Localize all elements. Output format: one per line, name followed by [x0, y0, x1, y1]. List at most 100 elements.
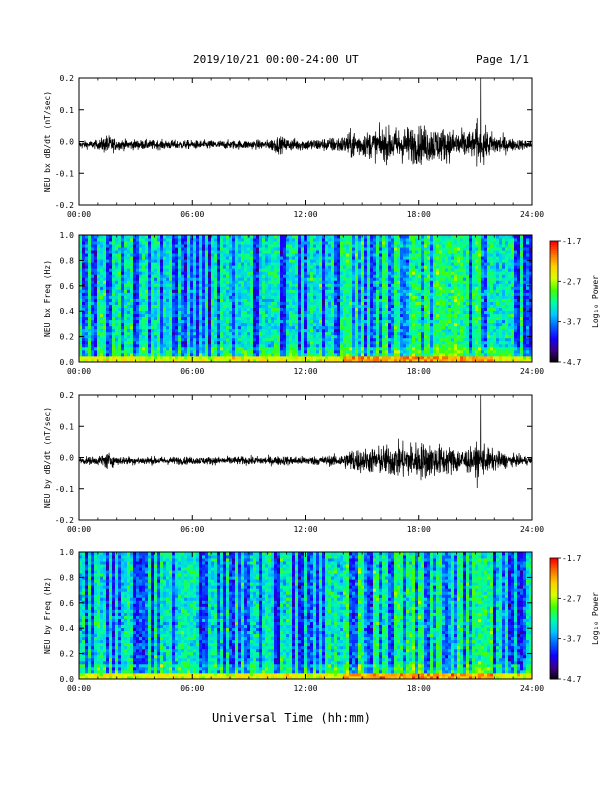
- heatmap-cell: [112, 283, 116, 287]
- heatmap-cell: [139, 301, 143, 305]
- heatmap-cell: [100, 286, 104, 290]
- heatmap-cell: [100, 274, 104, 278]
- heatmap-cell: [244, 325, 248, 330]
- heatmap-cell: [298, 352, 302, 357]
- heatmap-cell: [349, 325, 353, 330]
- heatmap-cell: [388, 274, 392, 278]
- heatmap-cell: [349, 310, 353, 315]
- heatmap-cell: [328, 247, 332, 251]
- heatmap-cell: [421, 316, 425, 321]
- heatmap-cell: [412, 265, 416, 269]
- heatmap-cell: [106, 340, 110, 345]
- heatmap-cell: [370, 259, 374, 263]
- heatmap-cell: [196, 301, 200, 305]
- heatmap-cell: [148, 283, 152, 287]
- heatmap-cell: [403, 340, 407, 345]
- heatmap-cell: [301, 235, 305, 239]
- heatmap-cell: [280, 334, 284, 339]
- heatmap-cell: [139, 265, 143, 269]
- heatmap-cell: [406, 256, 410, 260]
- heatmap-cell: [418, 271, 422, 275]
- heatmap-cell: [343, 358, 347, 363]
- heatmap-cell: [220, 355, 224, 360]
- heatmap-cell: [187, 328, 191, 333]
- heatmap-cell: [148, 280, 152, 284]
- heatmap-cell: [376, 301, 380, 305]
- heatmap-cell: [331, 337, 335, 342]
- heatmap-cell: [121, 250, 125, 254]
- heatmap-cell: [85, 277, 89, 281]
- heatmap-cell: [301, 304, 305, 308]
- heatmap-cell: [298, 271, 302, 275]
- heatmap-cell: [349, 319, 353, 324]
- heatmap-cell: [280, 289, 284, 293]
- heatmap-cell: [235, 271, 239, 275]
- y-tick-label: 0.2: [60, 74, 75, 83]
- heatmap-cell: [421, 343, 425, 348]
- heatmap-cell: [322, 337, 326, 342]
- heatmap-cell: [322, 301, 326, 305]
- heatmap-cell: [319, 352, 323, 357]
- heatmap-cell: [145, 352, 149, 357]
- heatmap-cell: [148, 337, 152, 342]
- heatmap-cell: [358, 355, 362, 360]
- heatmap-cell: [352, 346, 356, 351]
- heatmap-cell: [169, 292, 173, 296]
- heatmap-cell: [142, 295, 146, 299]
- heatmap-cell: [136, 331, 140, 336]
- heatmap-cell: [262, 238, 266, 242]
- heatmap-cell: [148, 241, 152, 245]
- heatmap-cell: [364, 241, 368, 245]
- heatmap-cell: [310, 256, 314, 260]
- heatmap-cell: [163, 337, 167, 342]
- heatmap-cell: [142, 343, 146, 348]
- heatmap-cell: [211, 274, 215, 278]
- heatmap-cell: [250, 319, 254, 324]
- heatmap-cell: [424, 292, 428, 296]
- heatmap-cell: [385, 238, 389, 242]
- heatmap-cell: [409, 262, 413, 266]
- heatmap-cell: [319, 271, 323, 275]
- heatmap-cell: [256, 283, 260, 287]
- heatmap-cell: [406, 307, 410, 311]
- heatmap-cell: [397, 304, 401, 308]
- heatmap-cell: [316, 346, 320, 351]
- heatmap-cell: [391, 349, 395, 354]
- heatmap-cell: [286, 256, 290, 260]
- heatmap-cell: [178, 358, 182, 363]
- heatmap-cell: [364, 319, 368, 324]
- heatmap-cell: [85, 331, 89, 336]
- heatmap-cell: [166, 292, 170, 296]
- heatmap-cell: [385, 319, 389, 324]
- heatmap-cell: [286, 286, 290, 290]
- heatmap-cell: [187, 295, 191, 299]
- heatmap-cell: [388, 295, 392, 299]
- heatmap-cell: [397, 295, 401, 299]
- heatmap-cell: [310, 274, 314, 278]
- heatmap-cell: [157, 259, 161, 263]
- heatmap-cell: [283, 256, 287, 260]
- heatmap-cell: [217, 280, 221, 284]
- heatmap-cell: [109, 358, 113, 363]
- heatmap-cell: [229, 340, 233, 345]
- heatmap-cell: [367, 313, 371, 318]
- heatmap-cell: [124, 298, 128, 302]
- heatmap-cell: [406, 313, 410, 318]
- heatmap-cell: [340, 289, 344, 293]
- heatmap-cell: [232, 241, 236, 245]
- heatmap-cell: [193, 295, 197, 299]
- heatmap-cell: [211, 349, 215, 354]
- heatmap-cell: [127, 268, 131, 272]
- heatmap-cell: [241, 256, 245, 260]
- heatmap-cell: [133, 253, 137, 257]
- heatmap-cell: [379, 268, 383, 272]
- heatmap-cell: [214, 334, 218, 339]
- heatmap-cell: [178, 241, 182, 245]
- heatmap-cell: [307, 313, 311, 318]
- heatmap-cell: [97, 286, 101, 290]
- heatmap-cell: [136, 340, 140, 345]
- heatmap-cell: [157, 241, 161, 245]
- heatmap-cell: [259, 316, 263, 321]
- heatmap-cell: [199, 286, 203, 290]
- heatmap-cell: [421, 280, 425, 284]
